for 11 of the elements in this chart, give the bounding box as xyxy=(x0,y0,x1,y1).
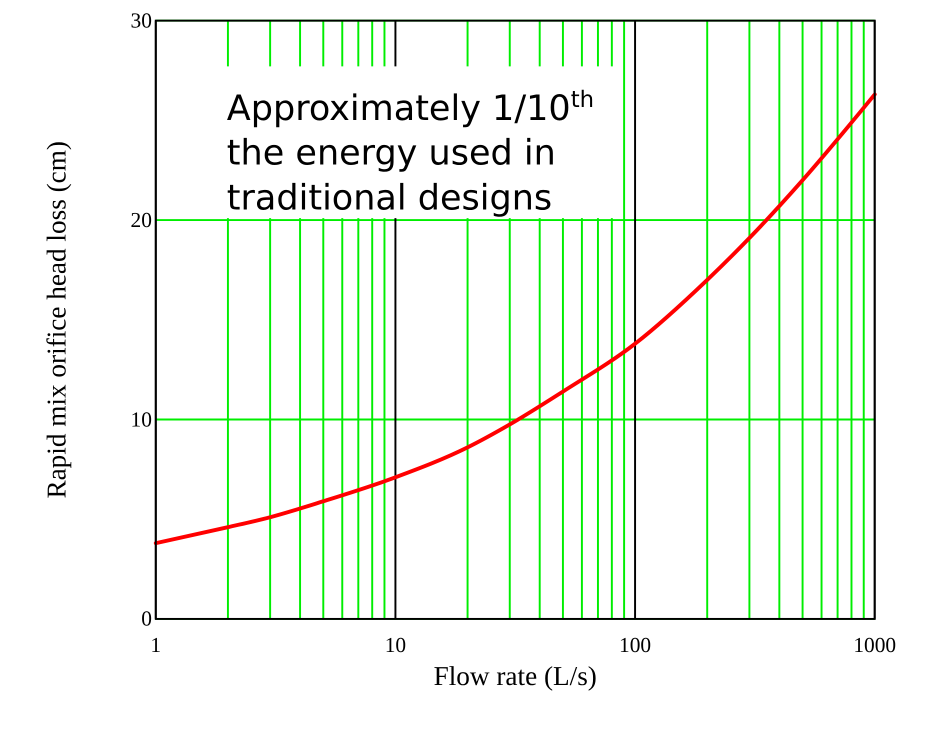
y-tick-label: 10 xyxy=(130,407,152,432)
y-tick-label: 30 xyxy=(130,8,152,32)
annotation: Approximately 1/10$^{th}$ the energy used in traditional designs xyxy=(226,86,594,218)
x-axis-title: Flow rate (L/s) xyxy=(434,661,597,692)
x-tick-label: 1 xyxy=(150,633,162,658)
x-tick-label: 1000 xyxy=(853,633,896,658)
y-tick-label: 0 xyxy=(141,606,152,631)
x-tick-label: 10 xyxy=(384,633,406,658)
y-tick-label: 20 xyxy=(130,208,152,232)
y-axis-title: Rapid mix orifice head loss (cm) xyxy=(41,141,72,499)
x-tick-label: 100 xyxy=(619,633,652,658)
